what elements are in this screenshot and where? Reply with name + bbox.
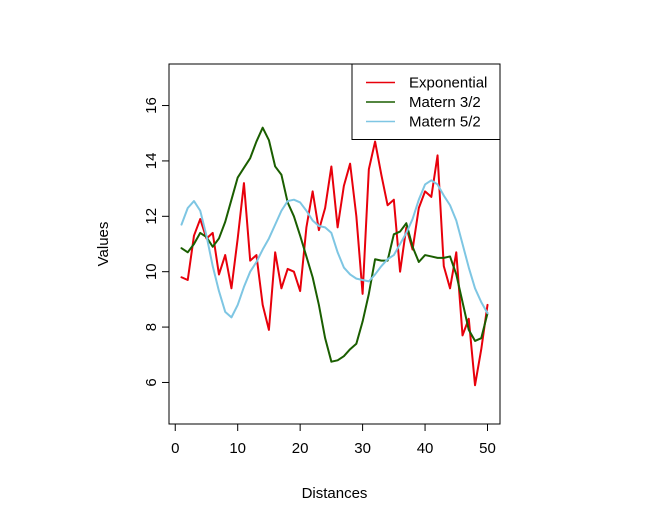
- legend-label: Matern 3/2: [409, 94, 481, 111]
- axes: 0 10 20 30 40 50 6 8 10 12 14 16: [143, 97, 496, 457]
- series-line-1: [180, 140, 489, 387]
- series-layer: [180, 126, 489, 387]
- y-tick-label: 16: [143, 97, 160, 114]
- x-tick-label: 10: [229, 440, 246, 457]
- legend: Exponential Matern 3/2 Matern 5/2: [351, 63, 501, 140]
- y-tick-label: 10: [143, 263, 160, 280]
- y-tick-label: 14: [143, 153, 160, 170]
- x-tick-label: 20: [292, 440, 309, 457]
- y-tick-label: 6: [143, 378, 160, 386]
- x-tick-label: 0: [171, 440, 179, 457]
- series-line-2: [180, 126, 489, 363]
- legend-label: Matern 5/2: [409, 114, 481, 131]
- legend-label: Exponential: [409, 75, 487, 92]
- x-tick-label: 30: [354, 440, 371, 457]
- x-tick-label: 50: [479, 440, 496, 457]
- y-axis-title: Values: [95, 222, 112, 267]
- y-tick-label: 12: [143, 208, 160, 225]
- y-tick-label: 8: [143, 323, 160, 331]
- x-tick-label: 40: [417, 440, 434, 457]
- series-line-3: [180, 179, 489, 319]
- x-axis-title: Distances: [302, 485, 368, 502]
- plot-frame: [168, 63, 501, 425]
